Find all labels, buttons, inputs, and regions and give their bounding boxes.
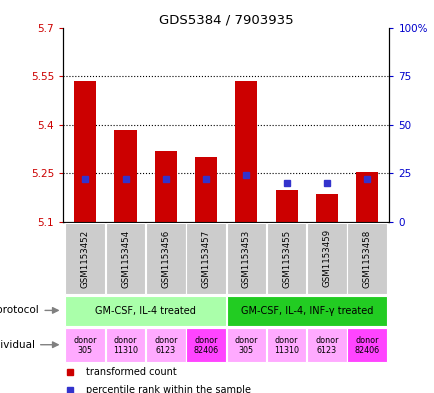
Bar [186,223,225,294]
Bar [66,329,105,362]
Text: donor
82406: donor 82406 [354,336,379,355]
Text: donor
305: donor 305 [234,336,257,355]
Bar [105,329,145,362]
Text: GSM1153456: GSM1153456 [161,229,170,288]
Bar [226,223,266,294]
Text: transformed count: transformed count [86,367,176,377]
Text: donor
6123: donor 6123 [154,336,177,355]
Text: individual: individual [0,340,35,350]
Bar [105,223,145,294]
Bar [306,223,346,294]
Text: GSM1153459: GSM1153459 [322,230,331,287]
Bar [347,223,386,294]
Bar [306,329,346,362]
Text: GSM1153458: GSM1153458 [362,229,371,288]
Bar [275,189,297,222]
Bar [114,130,136,222]
Text: donor
11310: donor 11310 [273,336,299,355]
Bar [266,329,306,362]
Text: GM-CSF, IL-4, INF-γ treated: GM-CSF, IL-4, INF-γ treated [240,306,372,316]
Text: GSM1153453: GSM1153453 [241,229,250,288]
Bar [347,329,386,362]
Bar [146,329,185,362]
Bar [315,195,337,222]
Text: GSM1153455: GSM1153455 [282,229,290,288]
Text: GSM1153452: GSM1153452 [81,229,89,288]
Text: donor
305: donor 305 [73,336,97,355]
Bar [186,329,225,362]
Text: donor
11310: donor 11310 [113,336,138,355]
Text: GM-CSF, IL-4 treated: GM-CSF, IL-4 treated [95,306,196,316]
Bar [155,151,177,222]
Title: GDS5384 / 7903935: GDS5384 / 7903935 [158,13,293,26]
Bar [226,329,266,362]
Text: GSM1153454: GSM1153454 [121,229,130,288]
Bar [355,172,378,222]
Bar [146,223,185,294]
Bar [226,296,386,326]
Text: GSM1153457: GSM1153457 [201,229,210,288]
Text: protocol: protocol [0,305,39,316]
Bar [194,157,217,222]
Bar [235,81,257,222]
Bar [266,223,306,294]
Bar [66,296,225,326]
Text: percentile rank within the sample: percentile rank within the sample [86,385,250,393]
Text: donor
82406: donor 82406 [193,336,218,355]
Bar [74,81,96,222]
Bar [66,223,105,294]
Text: donor
6123: donor 6123 [314,336,338,355]
